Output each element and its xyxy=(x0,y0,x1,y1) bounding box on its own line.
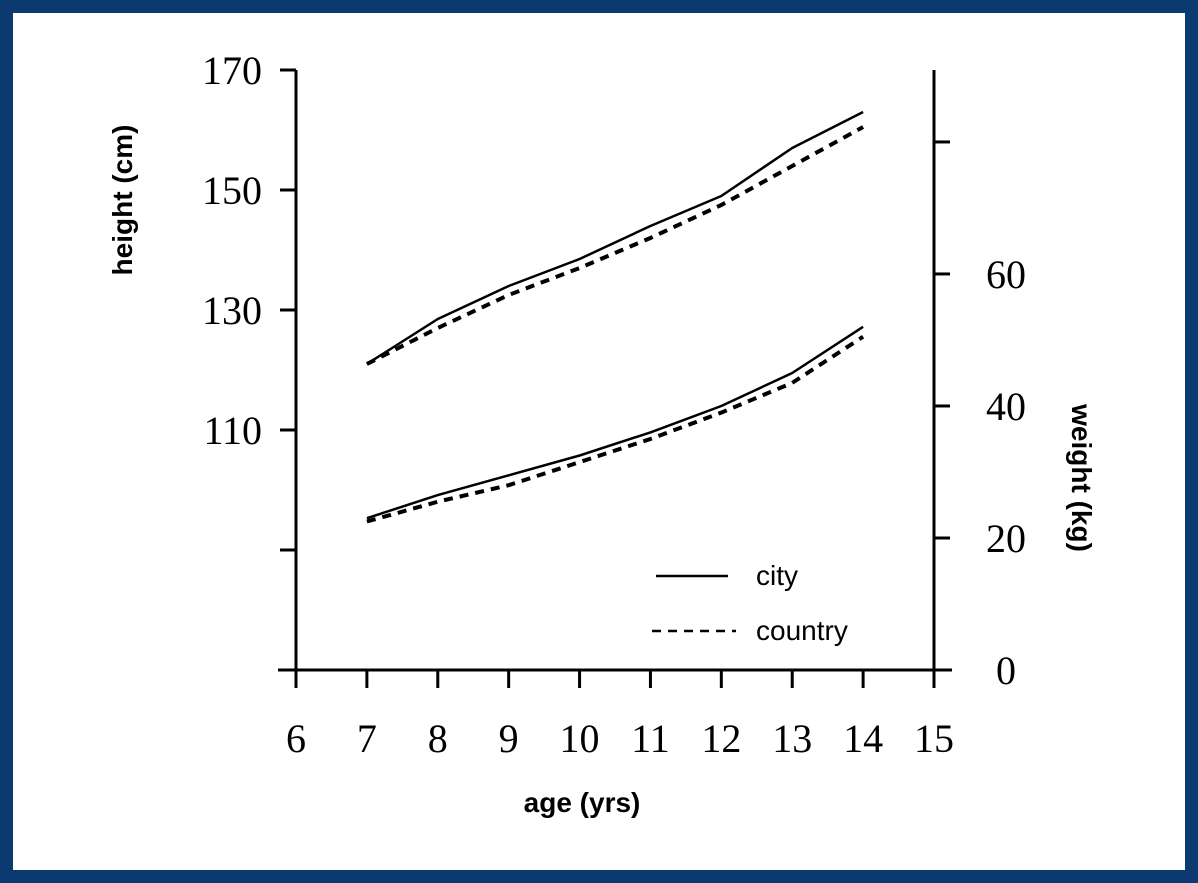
x-tick-label: 13 xyxy=(772,716,812,761)
legend-city-label: city xyxy=(756,560,798,591)
y-axis-right-label: weight (kg) xyxy=(1066,403,1097,552)
y-axis-left-label: height (cm) xyxy=(107,125,138,276)
x-tick-label: 12 xyxy=(701,716,741,761)
y-left-tick-label: 130 xyxy=(202,288,262,333)
x-tick-label: 9 xyxy=(499,716,519,761)
y-right-tick-label: 20 xyxy=(986,516,1026,561)
ticks: 6 7 8 9 10 11 12 13 14 15 170 150 130 110 0 20 40 60 xyxy=(202,48,1026,761)
legend-country-label: country xyxy=(756,615,848,646)
series-weight-country-line xyxy=(366,335,865,524)
x-tick-label: 7 xyxy=(357,716,377,761)
series-lines xyxy=(365,110,865,524)
y-left-tick-label: 150 xyxy=(202,168,262,213)
y-right-tick-label: 40 xyxy=(986,384,1026,429)
x-tick-label: 10 xyxy=(560,716,600,761)
x-tick-label: 6 xyxy=(286,716,306,761)
x-tick-label: 14 xyxy=(843,716,883,761)
series-height-country-line xyxy=(365,125,865,366)
series-height-city-line xyxy=(366,110,864,366)
legend: city country xyxy=(652,560,848,646)
axes xyxy=(278,70,952,672)
y-right-tick-label: 0 xyxy=(996,648,1016,693)
y-left-tick-label: 170 xyxy=(202,48,262,93)
y-right-tick-label: 60 xyxy=(986,252,1026,297)
x-tick-label: 8 xyxy=(428,716,448,761)
x-axis-label: age (yrs) xyxy=(524,787,641,818)
x-tick-label: 11 xyxy=(631,716,670,761)
series-weight-city-line xyxy=(366,325,864,520)
x-tick-label: 15 xyxy=(914,716,954,761)
y-left-tick-label: 110 xyxy=(203,408,262,453)
